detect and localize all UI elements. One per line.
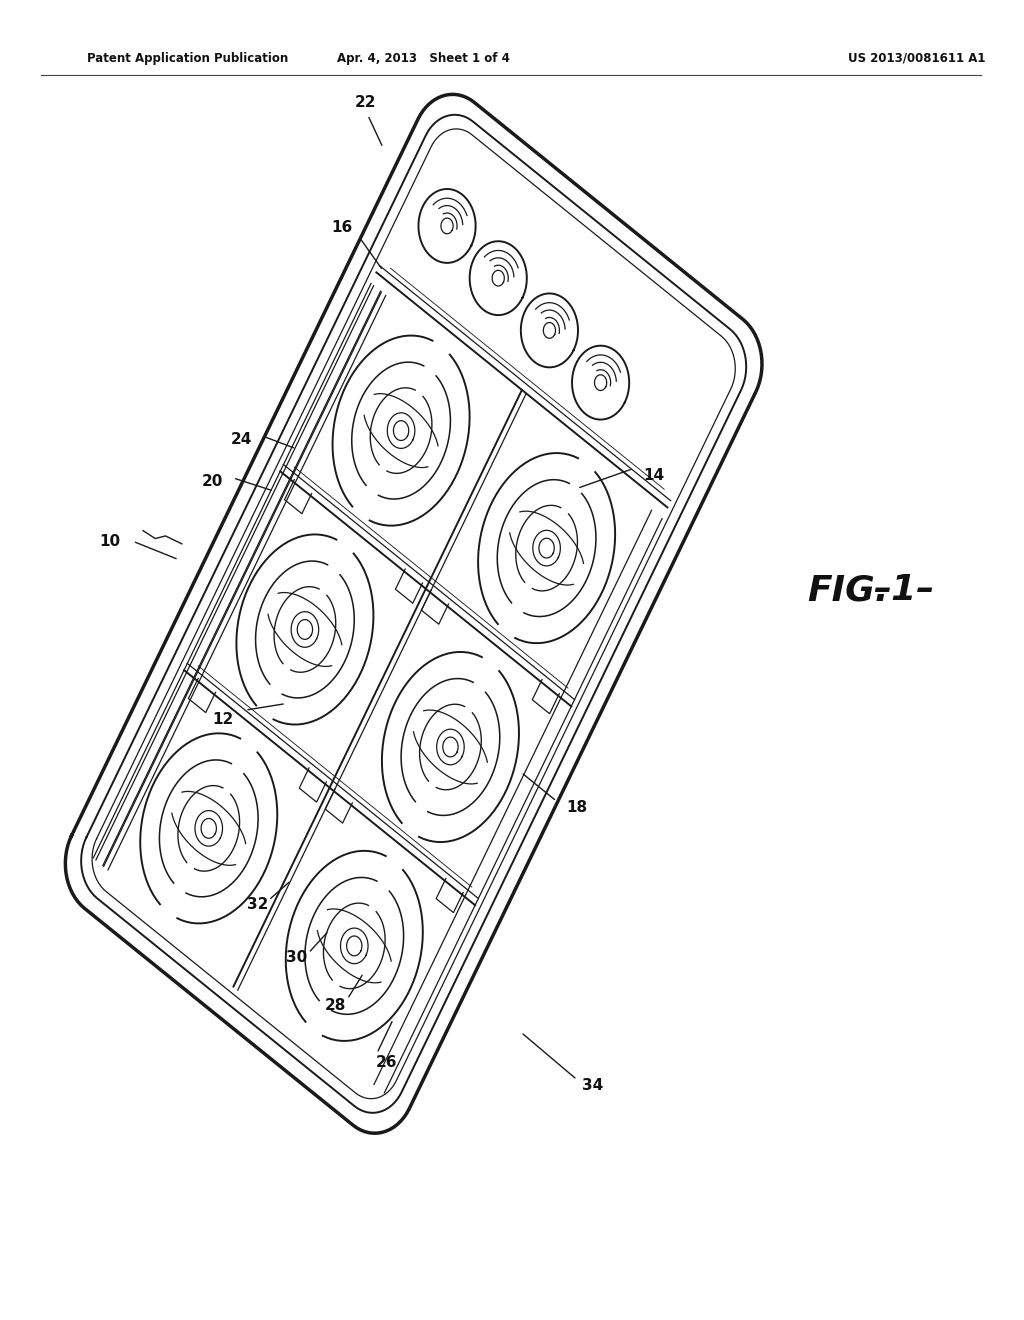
Text: Patent Application Publication: Patent Application Publication [87,51,288,65]
Text: 30: 30 [286,949,307,965]
Text: FIG.: FIG. [807,573,889,607]
Text: 28: 28 [325,998,346,1014]
Text: US 2013/0081611 A1: US 2013/0081611 A1 [848,51,985,65]
Text: 16: 16 [332,219,353,235]
Text: 34: 34 [582,1077,603,1093]
Text: 24: 24 [230,432,252,447]
Text: 18: 18 [566,800,588,816]
Text: 20: 20 [202,474,223,490]
Text: 26: 26 [376,1055,397,1071]
Text: 22: 22 [355,95,377,111]
Text: –1–: –1– [873,573,935,607]
Text: Apr. 4, 2013   Sheet 1 of 4: Apr. 4, 2013 Sheet 1 of 4 [338,51,510,65]
Text: 12: 12 [212,711,233,727]
Text: 10: 10 [99,533,121,549]
Text: 32: 32 [247,896,268,912]
Text: 14: 14 [643,467,665,483]
